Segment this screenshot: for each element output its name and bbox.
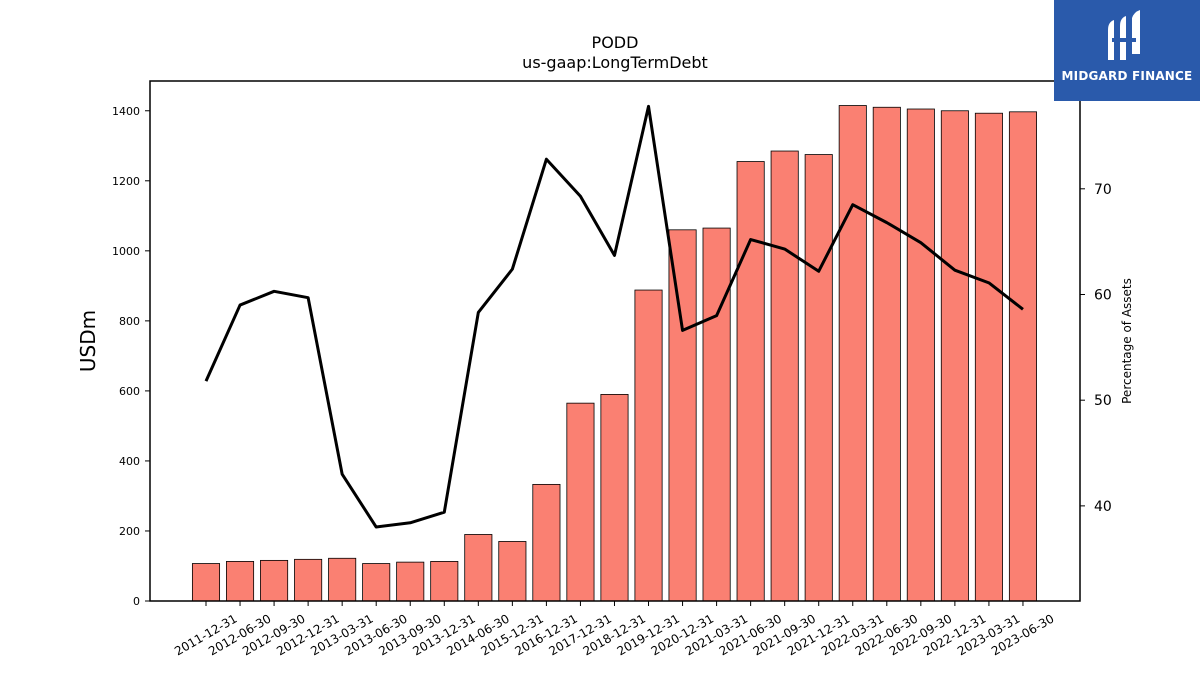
bar [804,154,833,602]
y-axis-label: USDm [76,310,100,372]
bar [668,229,697,602]
bar [872,106,901,602]
y-axis-right-label: Percentage of Assets [1120,278,1134,404]
bar [328,557,357,602]
line-series [204,104,1024,529]
y-right-tick-label: 40 [1094,499,1112,515]
y-tick-label: 400 [119,455,140,468]
y-right-tick-label: 60 [1094,287,1112,303]
brand-name: MIDGARD FINANCE [1061,69,1193,83]
bar [294,558,323,602]
bar [634,289,663,602]
bar [464,534,493,602]
series-line [204,104,1024,529]
bar [940,110,969,602]
bar [191,563,221,602]
y-right-tick-label: 50 [1094,393,1112,409]
bar [600,394,629,602]
bar [906,108,935,602]
y-tick-label: 600 [119,385,140,398]
plot-frame [149,80,1081,602]
bar [736,161,765,602]
bar [702,227,731,602]
bar [566,402,595,602]
y-tick-label: 1200 [112,175,140,188]
y-tick-label: 800 [119,315,140,328]
bar [396,561,425,602]
y-tick-label: 1000 [112,245,140,258]
bar [838,105,867,602]
y-right-tick-label: 70 [1094,182,1112,198]
bar [770,150,799,602]
chart-title: PODD [592,33,639,52]
bar [430,561,459,602]
bar [974,112,1003,602]
midgard-logo-icon [1108,10,1140,60]
bar [532,483,561,602]
y-tick-label: 0 [133,595,140,608]
y-tick-label: 1400 [112,105,140,118]
chart-subtitle: us-gaap:LongTermDebt [522,53,708,72]
bar [498,541,527,602]
y-tick-label: 200 [119,525,140,538]
bar [362,563,391,602]
brand-logo: MIDGARD FINANCE [1054,0,1200,101]
bar-series [191,105,1037,602]
bar [226,561,255,602]
bar [260,559,289,602]
bar [1008,111,1037,602]
